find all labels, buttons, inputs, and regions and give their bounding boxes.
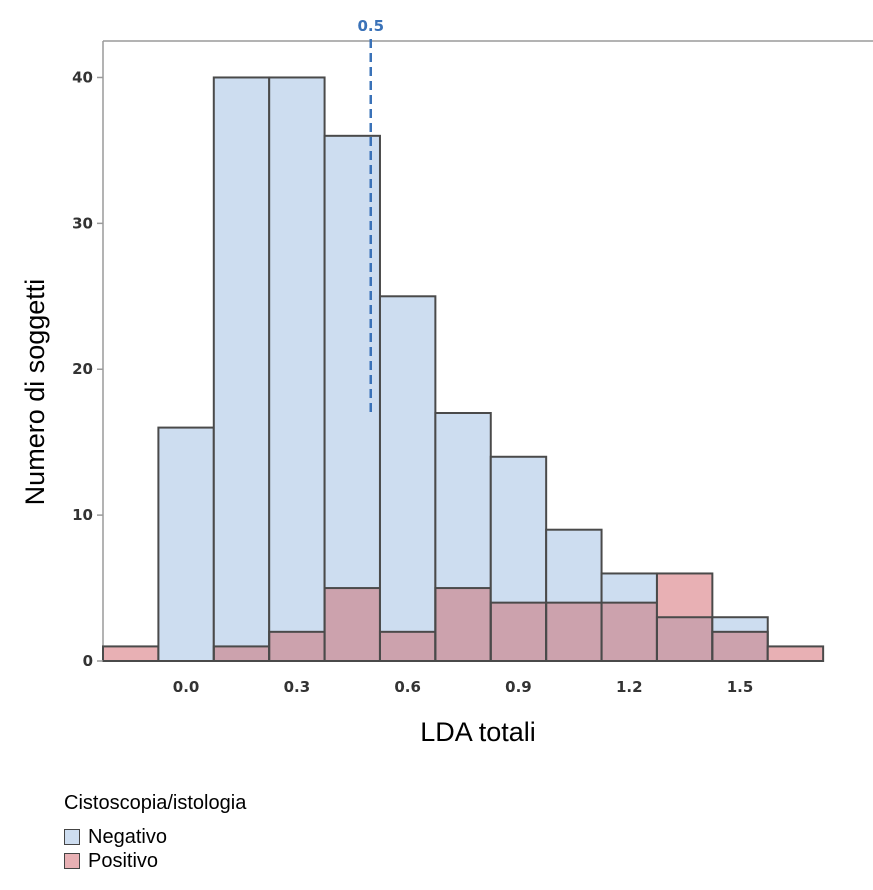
- bar-negativo: [435, 413, 491, 589]
- bar-negativo: [379, 296, 436, 632]
- bar-positivo: [656, 573, 713, 618]
- bar-overlap: [435, 588, 491, 661]
- bar-overlap: [269, 631, 325, 661]
- x-axis-title: LDA totali: [420, 717, 536, 747]
- y-tick-label: 30: [72, 214, 93, 232]
- legend-item-negativo: Negativo: [64, 825, 246, 849]
- bar-negativo: [269, 77, 325, 632]
- bar-overlap: [379, 631, 436, 661]
- x-tick-label: 0.6: [394, 678, 421, 696]
- bar-overlap: [324, 588, 380, 661]
- bar-overlap: [490, 602, 547, 661]
- bar-overlap: [656, 617, 713, 661]
- bar-positivo: [767, 646, 824, 661]
- y-tick-label: 20: [72, 360, 93, 378]
- legend-title: Cistoscopia/istologia: [64, 792, 247, 814]
- bar-overlap: [601, 602, 657, 661]
- y-tick-label: 0: [83, 652, 93, 670]
- x-tick-label: 0.3: [284, 678, 311, 696]
- x-tick-label: 0.9: [505, 678, 532, 696]
- bar-negativo: [490, 456, 547, 603]
- x-tick-label: 0.0: [173, 678, 200, 696]
- legend-label-negativo: Negativo: [88, 825, 167, 848]
- y-ticks: 0 10 20 30 40: [72, 68, 103, 670]
- legend: Cistoscopia/istologia Negativo Positivo: [64, 792, 246, 873]
- bars-group: [102, 76, 825, 663]
- bar-negativo: [546, 529, 602, 603]
- bar-negativo: [158, 427, 214, 661]
- legend-label-positivo: Positivo: [88, 849, 159, 872]
- reference-line-label: 0.5: [357, 17, 384, 35]
- y-tick-label: 10: [72, 506, 93, 524]
- bar-positivo: [103, 646, 159, 661]
- x-ticks: 0.0 0.3 0.6 0.9 1.2 1.5: [173, 678, 754, 696]
- histogram-chart: 0 10 20 30 40 0.0 0.3 0.6 0.9 1.2 1.5 0.5 LDA tot…: [20, 17, 873, 747]
- bar-negativo: [712, 617, 768, 632]
- legend-item-positivo: Positivo: [64, 849, 246, 873]
- y-tick-label: 40: [72, 68, 93, 86]
- y-axis-title: Numero di soggetti: [20, 279, 50, 506]
- x-tick-label: 1.5: [727, 678, 754, 696]
- legend-swatch-positivo: [64, 853, 80, 869]
- legend-swatch-negativo: [64, 829, 80, 845]
- bar-overlap: [546, 602, 602, 661]
- bar-overlap: [712, 631, 768, 661]
- bar-outline-positivo: [766, 645, 825, 662]
- reference-line-group: 0.5: [357, 17, 384, 413]
- bar-overlap: [213, 646, 270, 661]
- x-tick-label: 1.2: [616, 678, 643, 696]
- bar-negativo: [213, 77, 270, 647]
- bar-negativo: [601, 573, 657, 603]
